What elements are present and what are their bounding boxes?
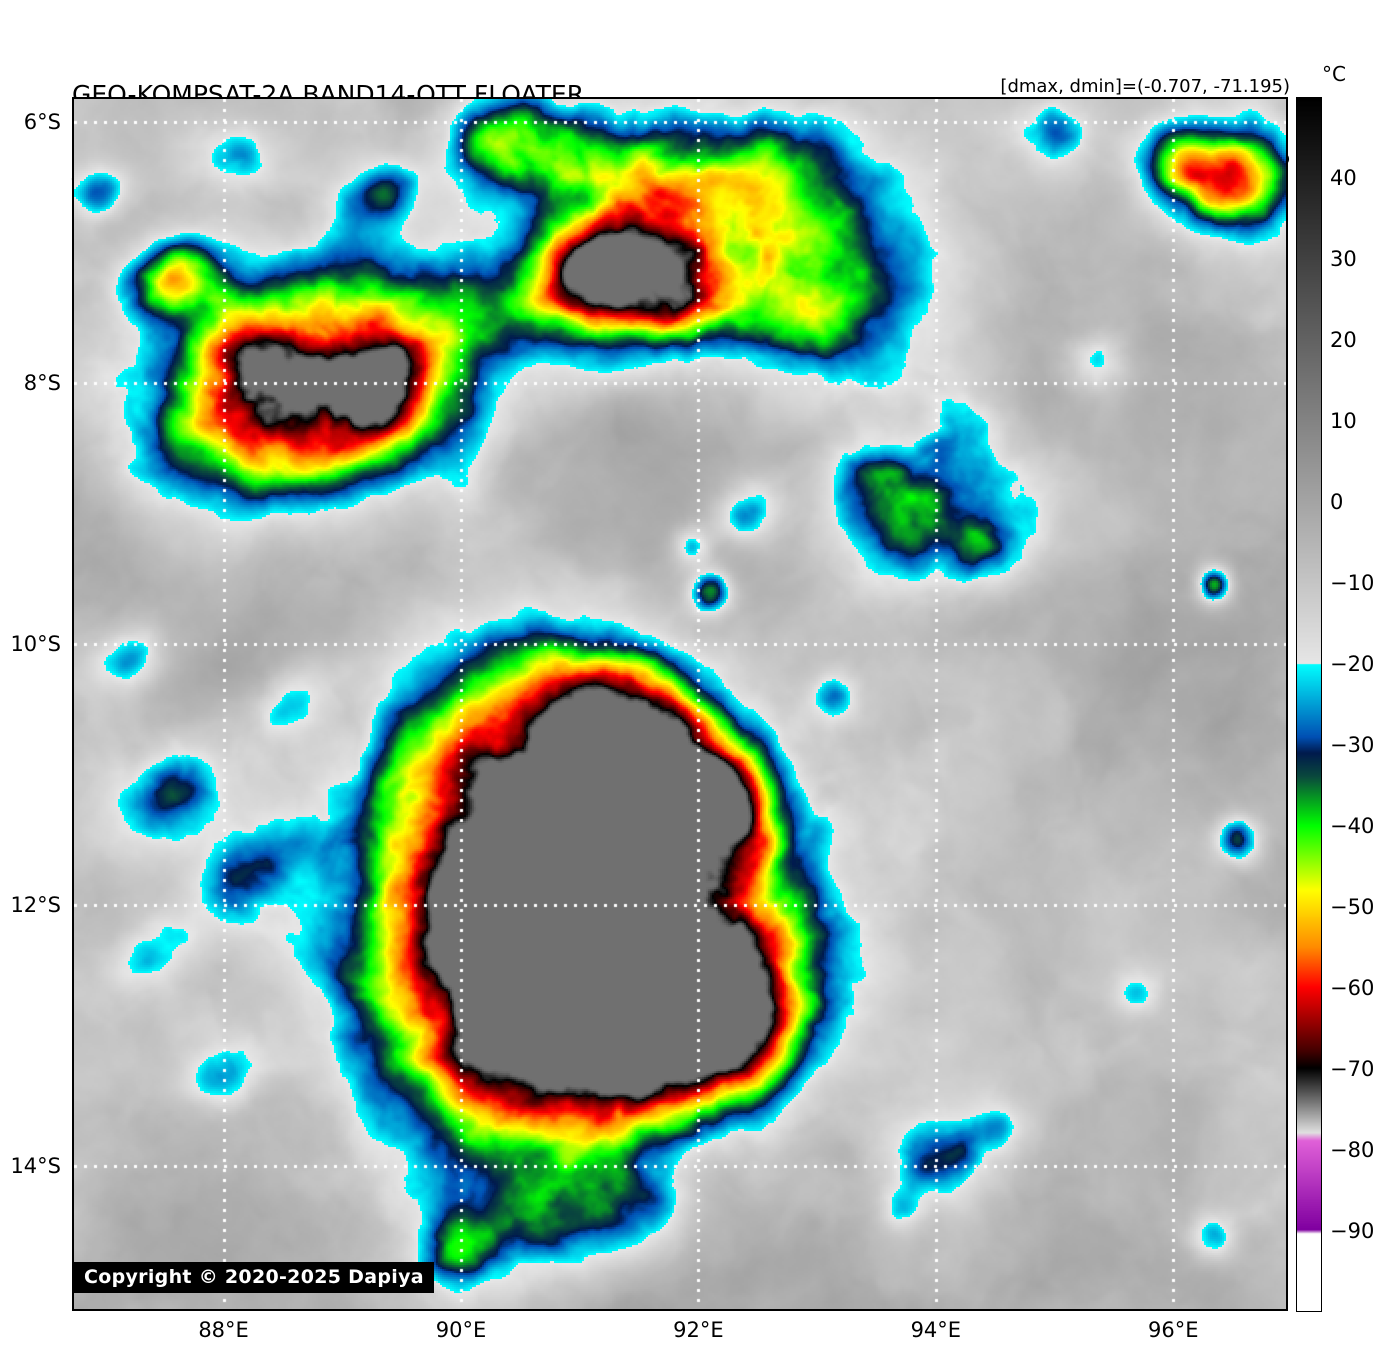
colorbar-gradient (1296, 97, 1322, 1312)
colorbar-tick-label: 40 (1330, 166, 1357, 190)
satellite-ir-imagery (74, 99, 1286, 1309)
copyright-badge: Copyright © 2020-2025 Dapiya (74, 1262, 434, 1293)
colorbar-tick-label: −70 (1330, 1057, 1375, 1081)
lat-tick-label: 6°S (23, 110, 61, 135)
colorbar-tick-label: −50 (1330, 895, 1375, 919)
temperature-colorbar[interactable] (1296, 97, 1322, 1312)
lat-tick-label: 10°S (10, 632, 61, 657)
lon-tick-label: 90°E (435, 1318, 487, 1342)
colorbar-tick-label: −80 (1330, 1138, 1375, 1162)
lon-tick-label: 92°E (673, 1318, 724, 1342)
lon-tick-label: 96°E (1147, 1318, 1199, 1342)
lat-tick-label: 14°S (10, 1153, 61, 1178)
colorbar-unit-label: °C (1322, 62, 1346, 86)
lat-tick-label: 8°S (23, 371, 61, 396)
colorbar-tick-label: −20 (1330, 652, 1375, 676)
dmax-dmin-readout: [dmax, dmin]=(-0.707, -71.195) (1000, 76, 1290, 97)
lon-tick-label: 88°E (198, 1318, 249, 1342)
colorbar-tick-label: 20 (1330, 328, 1357, 352)
colorbar-tick-label: −60 (1330, 976, 1375, 1000)
colorbar-tick-label: 10 (1330, 409, 1357, 433)
colorbar-tick-label: −10 (1330, 571, 1375, 595)
satellite-image-plot[interactable]: Copyright © 2020-2025 Dapiya (72, 97, 1288, 1311)
colorbar-tick-label: −40 (1330, 814, 1375, 838)
lon-tick-label: 94°E (910, 1318, 962, 1342)
colorbar-tick-label: −90 (1330, 1219, 1375, 1243)
colorbar-tick-label: 30 (1330, 247, 1357, 271)
colorbar-tick-label: 0 (1330, 490, 1344, 514)
colorbar-tick-label: −30 (1330, 733, 1375, 757)
lat-tick-label: 12°S (10, 892, 61, 917)
